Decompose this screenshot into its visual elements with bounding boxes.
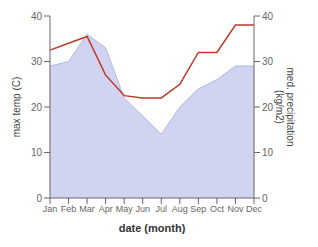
svg-text:Dec: Dec — [246, 204, 263, 214]
svg-text:Sep: Sep — [190, 204, 206, 214]
svg-text:max temp (C): max temp (C) — [11, 77, 22, 138]
svg-text:med. precipitation(kg/m2): med. precipitation(kg/m2) — [274, 68, 296, 147]
svg-text:20: 20 — [31, 102, 43, 113]
svg-text:Jan: Jan — [43, 204, 58, 214]
svg-text:10: 10 — [31, 147, 43, 158]
svg-text:30: 30 — [31, 56, 43, 67]
svg-text:20: 20 — [262, 102, 274, 113]
svg-text:Nov: Nov — [227, 204, 244, 214]
svg-text:40: 40 — [262, 11, 274, 22]
svg-text:Feb: Feb — [61, 204, 77, 214]
svg-text:Aug: Aug — [172, 204, 188, 214]
svg-text:40: 40 — [31, 11, 43, 22]
svg-text:Jun: Jun — [135, 204, 150, 214]
svg-text:Oct: Oct — [210, 204, 225, 214]
svg-text:0: 0 — [262, 193, 268, 204]
svg-text:0: 0 — [36, 193, 42, 204]
svg-text:Mar: Mar — [79, 204, 95, 214]
svg-text:Apr: Apr — [99, 204, 113, 214]
svg-text:May: May — [116, 204, 134, 214]
svg-text:10: 10 — [262, 147, 274, 158]
svg-text:30: 30 — [262, 56, 274, 67]
svg-text:date (month): date (month) — [119, 222, 186, 234]
svg-text:Jul: Jul — [156, 204, 168, 214]
